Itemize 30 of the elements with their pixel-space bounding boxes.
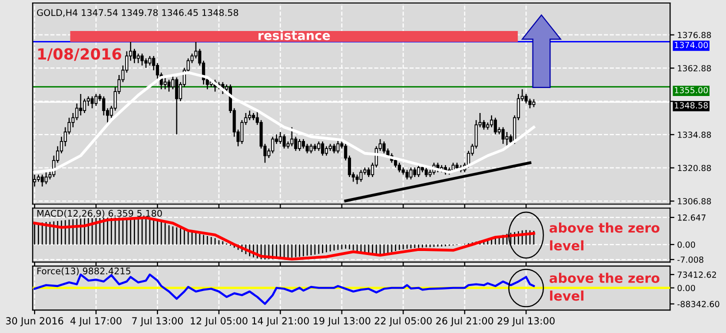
y-tick-label: 0.00 bbox=[678, 242, 696, 248]
y-tick-label: 1320.88 bbox=[678, 164, 711, 172]
ref-line-label: 1355.00 bbox=[674, 86, 708, 94]
y-tick-label: 1306.88 bbox=[678, 198, 711, 204]
chart-title: Force(13) 9882.4215 bbox=[37, 267, 130, 276]
y-tick-label: -88342.60 bbox=[677, 300, 720, 308]
x-tick-label: 30 Jun 2016 bbox=[6, 317, 64, 326]
annotation: 1/08/2016 bbox=[38, 48, 122, 61]
y-tick-label: 1376.88 bbox=[678, 32, 711, 38]
ref-line-label: 1374.00 bbox=[674, 42, 708, 48]
y-tick-label: -7.008 bbox=[677, 256, 704, 263]
x-tick-label: 7 Jul 13:00 bbox=[132, 316, 183, 326]
x-tick-label: 26 Jul 21:00 bbox=[436, 316, 494, 326]
x-tick-label: 14 Jul 21:00 bbox=[252, 316, 309, 326]
y-tick-label: 1362.88 bbox=[678, 65, 711, 72]
annotation: above the zero level bbox=[550, 272, 660, 301]
annotation: above the zero level bbox=[550, 222, 660, 251]
y-tick-label: 1334.88 bbox=[678, 132, 711, 138]
chart-title: MACD(12,26,9) 6.359 5.180 bbox=[37, 210, 162, 218]
y-tick-label: 0.00 bbox=[678, 284, 696, 292]
band-label: resistance bbox=[258, 30, 330, 40]
x-tick-label: 22 Jul 05:00 bbox=[374, 316, 432, 326]
ref-line-label: 1348.58 bbox=[674, 102, 708, 109]
x-tick-label: 29 Jul 13:00 bbox=[498, 316, 555, 326]
x-tick-label: 19 Jul 13:00 bbox=[314, 316, 370, 326]
x-tick-label: 4 Jul 17:00 bbox=[70, 316, 122, 326]
y-tick-label: 73412.62 bbox=[678, 272, 716, 278]
y-tick-label: 12.647 bbox=[678, 214, 706, 221]
x-tick-label: 12 Jul 05:00 bbox=[190, 316, 248, 326]
text: GOLD,H4 1347.54 1349.78 1346.45 1348.58 bbox=[37, 9, 238, 17]
